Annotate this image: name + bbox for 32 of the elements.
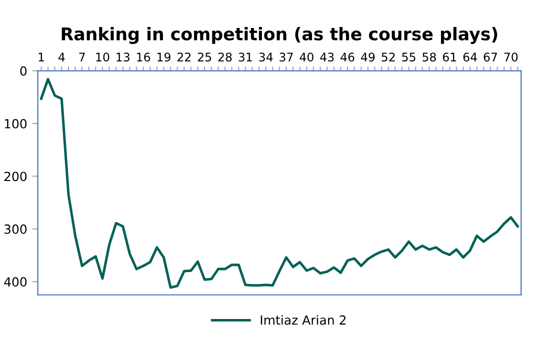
chart-title: Ranking in competition (as the course plays) [62, 27, 498, 44]
x-tick-label: 4 [58, 52, 65, 62]
x-tick-label: 70 [504, 52, 518, 62]
line-series [40, 78, 519, 289]
x-tick-label: 58 [422, 52, 436, 62]
y-tick-label: 100 [4, 118, 27, 128]
y-tick-label: 300 [4, 224, 27, 234]
x-tick-label: 34 [259, 52, 273, 62]
x-tick-label: 61 [442, 52, 456, 62]
x-tick-label: 40 [300, 52, 314, 62]
x-tick-label: 46 [340, 52, 354, 62]
y-tick-label: 200 [4, 172, 27, 182]
x-tick-label: 64 [463, 52, 477, 62]
x-tick-label: 10 [96, 52, 110, 62]
y-tick-label: 0 [20, 66, 27, 76]
y-tick-label: 400 [4, 277, 27, 287]
x-tick-label: 67 [484, 52, 497, 62]
x-tick-label: 25 [198, 52, 212, 62]
x-tick-label: 52 [382, 52, 395, 62]
x-tick-label: 31 [238, 52, 252, 62]
x-tick-label: 13 [116, 52, 130, 62]
x-tick-label: 19 [158, 52, 170, 62]
x-tick-label: 55 [402, 52, 416, 62]
x-tick-label: 1 [38, 52, 44, 62]
x-tick-label: 16 [137, 52, 150, 62]
x-tick-label: 37 [280, 52, 293, 62]
x-tick-label: 7 [79, 52, 85, 62]
x-tick-label: 49 [361, 52, 375, 62]
x-tick-label: 22 [178, 52, 190, 62]
legend-label: Imtiaz Arian 2 [260, 315, 346, 325]
x-tick-label: 28 [218, 52, 232, 62]
x-tick-label: 43 [320, 52, 334, 62]
